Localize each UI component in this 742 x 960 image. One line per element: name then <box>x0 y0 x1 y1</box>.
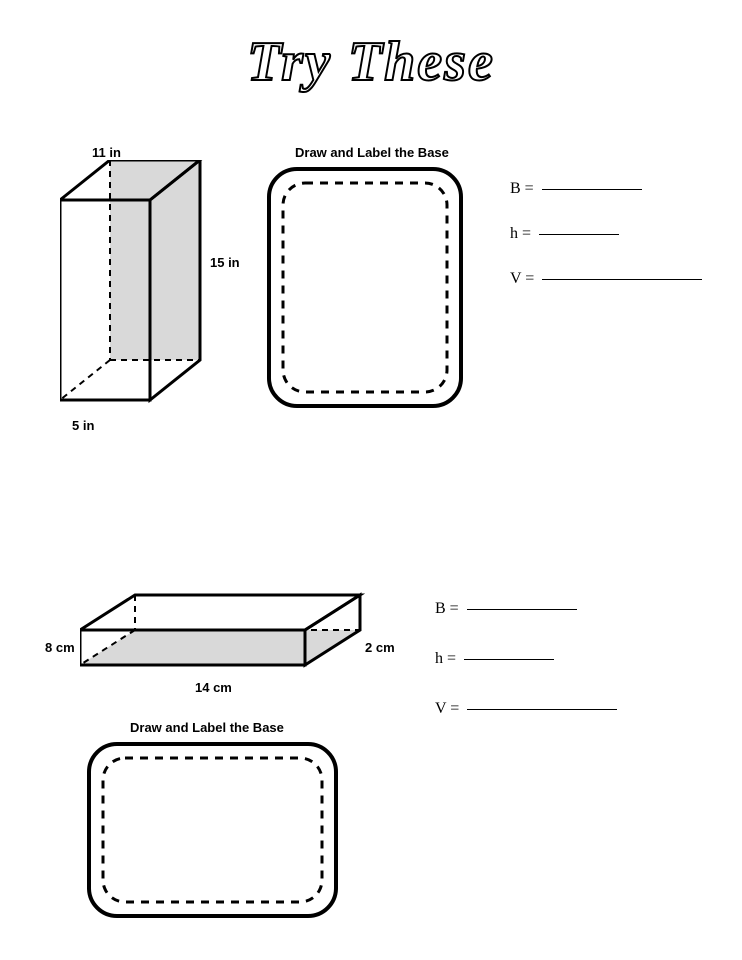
p1-blank-V[interactable] <box>542 279 702 280</box>
p2-label-V: V = <box>435 700 459 718</box>
p2-label-h: h = <box>435 650 456 668</box>
p1-dim-right: 15 in <box>210 255 240 270</box>
p2-answer-B: B = <box>435 600 577 618</box>
p2-dim-right: 2 cm <box>365 640 395 655</box>
prism-2 <box>80 585 370 680</box>
p2-label-B: B = <box>435 600 459 618</box>
p2-blank-V[interactable] <box>467 709 617 710</box>
prism-1 <box>60 160 220 420</box>
p1-label-B: B = <box>510 180 534 198</box>
page-title: Try These <box>0 30 742 94</box>
p1-dim-top: 11 in <box>92 145 121 160</box>
p2-answer-V: V = <box>435 700 617 718</box>
p1-label-V: V = <box>510 270 534 288</box>
p2-draw-label: Draw and Label the Base <box>130 720 284 735</box>
p1-draw-label: Draw and Label the Base <box>295 145 449 160</box>
p1-blank-h[interactable] <box>539 234 619 235</box>
p2-dim-bottom: 14 cm <box>195 680 232 695</box>
p2-dim-left: 8 cm <box>45 640 75 655</box>
p1-blank-B[interactable] <box>542 189 642 190</box>
p2-blank-B[interactable] <box>467 609 577 610</box>
p1-answer-V: V = <box>510 270 702 288</box>
p2-draw-box <box>85 740 340 920</box>
p1-draw-box <box>265 165 465 410</box>
p2-answer-h: h = <box>435 650 554 668</box>
p1-dim-bottom: 5 in <box>72 418 94 433</box>
p1-answer-h: h = <box>510 225 619 243</box>
p1-answer-B: B = <box>510 180 642 198</box>
p1-label-h: h = <box>510 225 531 243</box>
p2-blank-h[interactable] <box>464 659 554 660</box>
